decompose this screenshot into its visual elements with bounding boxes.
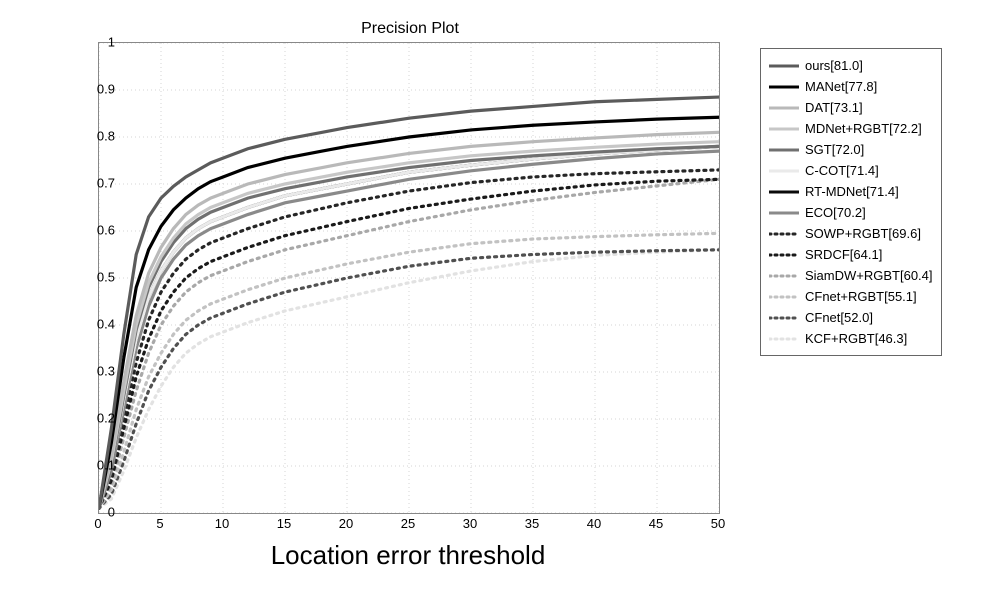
legend-swatch: [769, 253, 799, 257]
xtick: 15: [277, 516, 291, 531]
legend-swatch: [769, 85, 799, 89]
legend-label: ours[81.0]: [805, 58, 863, 73]
legend-label: KCF+RGBT[46.3]: [805, 331, 907, 346]
legend-swatch: [769, 190, 799, 194]
legend-swatch: [769, 295, 799, 299]
xtick: 25: [401, 516, 415, 531]
legend-label: CFnet[52.0]: [805, 310, 873, 325]
legend-label: DAT[73.1]: [805, 100, 863, 115]
legend-item-ours: ours[81.0]: [769, 55, 933, 76]
x-axis-label: Location error threshold: [98, 540, 718, 571]
legend-item-SOWP+RGBT: SOWP+RGBT[69.6]: [769, 223, 933, 244]
ytick: 0.6: [97, 223, 115, 238]
xtick: 35: [525, 516, 539, 531]
legend-item-KCF+RGBT: KCF+RGBT[46.3]: [769, 328, 933, 349]
ytick: 0.1: [97, 458, 115, 473]
xtick: 30: [463, 516, 477, 531]
ytick: 0.2: [97, 411, 115, 426]
ytick: 0.9: [97, 82, 115, 97]
legend-swatch: [769, 169, 799, 173]
legend-item-SRDCF: SRDCF[64.1]: [769, 244, 933, 265]
chart-area: Precision Plot Precision Location error …: [20, 20, 740, 580]
legend-item-MANet: MANet[77.8]: [769, 76, 933, 97]
legend-swatch: [769, 274, 799, 278]
xtick: 10: [215, 516, 229, 531]
ytick: 0.8: [97, 129, 115, 144]
ytick: 0.7: [97, 176, 115, 191]
legend-item-MDNet+RGBT: MDNet+RGBT[72.2]: [769, 118, 933, 139]
plot-region: [98, 42, 720, 514]
ytick: 0.4: [97, 317, 115, 332]
legend-label: RT-MDNet[71.4]: [805, 184, 899, 199]
legend-item-SGT: SGT[72.0]: [769, 139, 933, 160]
legend-label: MDNet+RGBT[72.2]: [805, 121, 922, 136]
xtick: 50: [711, 516, 725, 531]
legend-label: MANet[77.8]: [805, 79, 877, 94]
legend-item-CFnet+RGBT: CFnet+RGBT[55.1]: [769, 286, 933, 307]
legend-label: C-COT[71.4]: [805, 163, 879, 178]
legend-swatch: [769, 106, 799, 110]
legend-swatch: [769, 148, 799, 152]
legend-label: CFnet+RGBT[55.1]: [805, 289, 917, 304]
legend: ours[81.0] MANet[77.8] DAT[73.1] MDNet+RGBT…: [760, 48, 942, 356]
xtick: 45: [649, 516, 663, 531]
legend-label: SiamDW+RGBT[60.4]: [805, 268, 933, 283]
legend-item-CFnet: CFnet[52.0]: [769, 307, 933, 328]
xtick: 0: [94, 516, 101, 531]
legend-swatch: [769, 316, 799, 320]
legend-swatch: [769, 211, 799, 215]
xtick: 5: [156, 516, 163, 531]
legend-swatch: [769, 127, 799, 131]
ytick: 0.3: [97, 364, 115, 379]
ytick: 1: [108, 35, 115, 50]
legend-label: SRDCF[64.1]: [805, 247, 882, 262]
legend-label: SGT[72.0]: [805, 142, 864, 157]
series-ours: [99, 97, 719, 508]
legend-item-RT-MDNet: RT-MDNet[71.4]: [769, 181, 933, 202]
legend-swatch: [769, 337, 799, 341]
ytick: 0.5: [97, 270, 115, 285]
legend-item-DAT: DAT[73.1]: [769, 97, 933, 118]
chart-title: Precision Plot: [80, 20, 740, 38]
legend-item-SiamDW+RGBT: SiamDW+RGBT[60.4]: [769, 265, 933, 286]
legend-label: SOWP+RGBT[69.6]: [805, 226, 921, 241]
xtick: 20: [339, 516, 353, 531]
xtick: 40: [587, 516, 601, 531]
legend-item-C-COT: C-COT[71.4]: [769, 160, 933, 181]
legend-item-ECO: ECO[70.2]: [769, 202, 933, 223]
chart-container: Precision Plot Precision Location error …: [20, 20, 980, 580]
legend-label: ECO[70.2]: [805, 205, 866, 220]
legend-swatch: [769, 64, 799, 68]
plot-svg: [99, 43, 719, 513]
ytick: 0: [108, 505, 115, 520]
legend-swatch: [769, 232, 799, 236]
